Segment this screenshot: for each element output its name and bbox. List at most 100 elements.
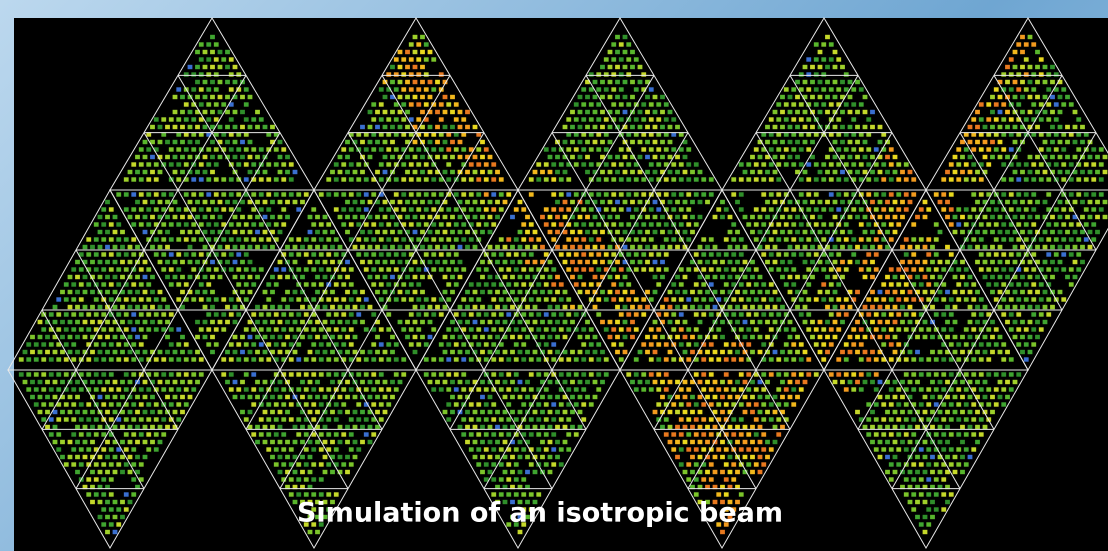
cell xyxy=(1031,207,1036,211)
cell xyxy=(949,327,954,331)
cell xyxy=(1043,170,1048,174)
cell xyxy=(656,267,661,271)
cell xyxy=(450,350,455,354)
cell xyxy=(323,215,328,219)
cell xyxy=(750,395,755,399)
cell xyxy=(139,432,144,436)
cell xyxy=(315,335,320,339)
cell xyxy=(731,252,736,256)
cell xyxy=(296,252,301,256)
cell xyxy=(968,275,973,279)
cell xyxy=(983,275,988,279)
cell xyxy=(953,305,958,309)
cell xyxy=(109,477,114,481)
cell xyxy=(773,125,778,129)
cell xyxy=(784,117,789,121)
cell xyxy=(855,80,860,84)
cell xyxy=(1061,222,1066,226)
cell xyxy=(795,335,800,339)
cell xyxy=(829,57,834,61)
cell xyxy=(930,335,935,339)
cell xyxy=(555,320,560,324)
cell xyxy=(266,357,271,361)
cell xyxy=(259,237,264,241)
cell xyxy=(551,327,556,331)
cell xyxy=(799,387,804,391)
cell xyxy=(555,290,560,294)
cell xyxy=(229,87,234,91)
cell xyxy=(203,290,208,294)
cell xyxy=(1009,237,1014,241)
cell xyxy=(296,342,301,346)
cell xyxy=(1005,155,1010,159)
cell xyxy=(859,237,864,241)
cell xyxy=(941,327,946,331)
cell xyxy=(923,260,928,264)
cell xyxy=(589,267,594,271)
cell xyxy=(195,260,200,264)
cell xyxy=(619,177,624,181)
cell xyxy=(229,342,234,346)
cell xyxy=(923,410,928,414)
cell xyxy=(833,335,838,339)
cell xyxy=(645,110,650,114)
cell xyxy=(896,387,901,391)
cell xyxy=(686,267,691,271)
cell xyxy=(338,320,343,324)
cell xyxy=(428,125,433,129)
cell xyxy=(694,312,699,316)
cell xyxy=(694,282,699,286)
cell xyxy=(214,162,219,166)
cell xyxy=(668,410,673,414)
cell xyxy=(371,102,376,106)
cell xyxy=(356,402,361,406)
cell xyxy=(683,425,688,429)
cell xyxy=(1024,72,1029,76)
cell xyxy=(53,425,58,429)
cell xyxy=(420,230,425,234)
cell xyxy=(653,380,658,384)
cell xyxy=(191,357,196,361)
cell xyxy=(960,290,965,294)
cell xyxy=(971,432,976,436)
cell xyxy=(1028,290,1033,294)
cell xyxy=(1016,87,1021,91)
cell xyxy=(154,372,159,376)
cell xyxy=(330,440,335,444)
cell xyxy=(623,245,628,249)
cell xyxy=(769,417,774,421)
cell xyxy=(1065,170,1070,174)
cell xyxy=(983,395,988,399)
cell xyxy=(506,192,511,196)
cell xyxy=(983,245,988,249)
cell xyxy=(758,230,763,234)
cell xyxy=(379,147,384,151)
cell xyxy=(1031,342,1036,346)
cell xyxy=(885,440,890,444)
cell xyxy=(353,170,358,174)
cell xyxy=(769,447,774,451)
cell xyxy=(754,147,759,151)
cell xyxy=(446,177,451,181)
cell xyxy=(454,117,459,121)
cell xyxy=(263,125,268,129)
cell xyxy=(1016,372,1021,376)
cell xyxy=(776,372,781,376)
cell xyxy=(465,230,470,234)
cell xyxy=(1001,252,1006,256)
cell xyxy=(555,230,560,234)
cell xyxy=(634,87,639,91)
cell xyxy=(506,252,511,256)
cell xyxy=(86,432,91,436)
cell xyxy=(1054,162,1059,166)
cell xyxy=(866,177,871,181)
cell xyxy=(908,200,913,204)
cell xyxy=(536,357,541,361)
cell xyxy=(945,335,950,339)
cell xyxy=(653,245,658,249)
cell xyxy=(296,267,301,271)
cell xyxy=(585,140,590,144)
cell xyxy=(893,170,898,174)
cell xyxy=(480,140,485,144)
cell xyxy=(409,267,414,271)
